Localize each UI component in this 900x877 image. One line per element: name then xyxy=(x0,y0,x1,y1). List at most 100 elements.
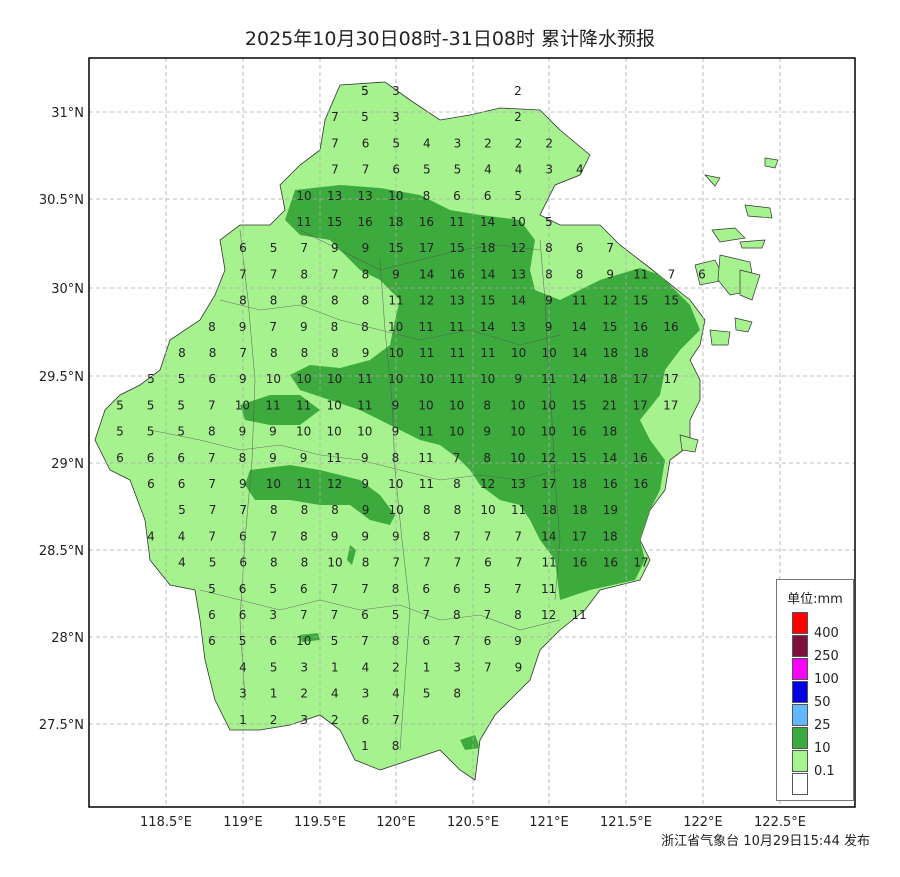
grid-value: 12 xyxy=(419,294,434,308)
grid-value: 6 xyxy=(484,556,492,570)
lon-tick: 121°E xyxy=(529,815,569,830)
grid-value: 5 xyxy=(239,634,247,648)
grid-value: 10 xyxy=(389,503,404,517)
grid-value: 8 xyxy=(300,529,308,543)
grid-value: 8 xyxy=(270,346,278,360)
grid-value: 7 xyxy=(606,241,614,255)
grid-value: 5 xyxy=(361,84,369,98)
grid-value: 17 xyxy=(633,398,648,412)
grid-value: 9 xyxy=(331,529,339,543)
grid-value: 17 xyxy=(541,477,556,491)
grid-value: 6 xyxy=(239,241,247,255)
grid-value: 14 xyxy=(480,215,495,229)
grid-value: 4 xyxy=(239,660,247,674)
grid-value: 4 xyxy=(423,136,431,150)
grid-value: 7 xyxy=(454,556,462,570)
lat-tick: 29°N xyxy=(51,457,84,472)
grid-value: 6 xyxy=(177,451,185,465)
grid-value: 4 xyxy=(147,529,155,543)
grid-value: 8 xyxy=(178,346,186,360)
grid-value: 9 xyxy=(606,267,614,281)
grid-value: 7 xyxy=(300,608,308,622)
grid-value: 5 xyxy=(361,110,369,124)
grid-value: 7 xyxy=(331,136,339,150)
grid-value: 8 xyxy=(545,241,553,255)
grid-value: 10 xyxy=(296,189,311,203)
lat-tick: 27.5°N xyxy=(39,718,84,733)
grid-value: 8 xyxy=(331,294,339,308)
grid-value: 6 xyxy=(147,451,155,465)
grid-value: 6 xyxy=(362,136,370,150)
grid-value: 5 xyxy=(270,241,278,255)
grid-value: 10 xyxy=(296,634,311,648)
lon-tick-labels: 118.5°E 119°E 119.5°E 120°E 120.5°E 121°… xyxy=(140,815,806,830)
grid-value: 3 xyxy=(300,713,308,727)
grid-value: 7 xyxy=(515,556,523,570)
grid-value: 14 xyxy=(480,267,495,281)
grid-value: 6 xyxy=(239,529,247,543)
grid-value: 5 xyxy=(209,556,217,570)
grid-value: 14 xyxy=(572,372,587,386)
grid-value: 6 xyxy=(239,582,247,596)
grid-value: 10 xyxy=(419,372,434,386)
grid-value: 6 xyxy=(208,608,216,622)
grid-value: 11 xyxy=(388,294,403,308)
grid-value: 7 xyxy=(423,556,431,570)
lon-tick: 121.5°E xyxy=(600,815,652,830)
grid-value: 9 xyxy=(392,398,400,412)
grid-value: 17 xyxy=(633,556,648,570)
grid-value: 6 xyxy=(576,241,584,255)
grid-value: 18 xyxy=(633,346,648,360)
grid-value: 11 xyxy=(572,608,587,622)
lon-tick: 120.5°E xyxy=(447,815,499,830)
grid-value: 9 xyxy=(331,241,339,255)
lon-tick: 118.5°E xyxy=(140,815,192,830)
grid-value: 9 xyxy=(239,425,247,439)
grid-value: 12 xyxy=(541,608,556,622)
grid-value: 11 xyxy=(480,346,495,360)
grid-value: 9 xyxy=(392,425,400,439)
grid-value: 9 xyxy=(239,320,247,334)
grid-value: 8 xyxy=(270,503,278,517)
grid-value: 2 xyxy=(545,136,553,150)
legend-label: 10 xyxy=(814,741,831,756)
grid-value: 6 xyxy=(269,634,277,648)
grid-value: 6 xyxy=(300,582,308,596)
grid-value: 4 xyxy=(515,163,523,177)
grid-value: 2 xyxy=(514,84,522,98)
grid-value: 8 xyxy=(453,687,461,701)
grid-value: 18 xyxy=(572,503,587,517)
grid-values: 55 3 27 5 3 27 6 5 4 3 2 2 27 7 6 5 5 4 4 3 410 13 13 10 8 6 6 511 1… xyxy=(116,84,706,753)
grid-value: 7 xyxy=(331,582,339,596)
grid-value: 16 xyxy=(571,425,586,439)
grid-value: 5 xyxy=(116,425,124,439)
grid-value: 14 xyxy=(572,346,587,360)
grid-value: 5 xyxy=(545,215,553,229)
grid-value: 10 xyxy=(449,425,464,439)
grid-value: 8 xyxy=(576,267,584,281)
grid-value: 8 xyxy=(331,346,339,360)
grid-value: 18 xyxy=(603,346,618,360)
grid-value: 11 xyxy=(296,215,311,229)
grid-value: 9 xyxy=(239,372,247,386)
grid-value: 8 xyxy=(362,556,370,570)
grid-value: 10 xyxy=(388,320,403,334)
grid-value: 10 xyxy=(510,425,525,439)
grid-value: 3 xyxy=(392,110,400,124)
grid-value: 10 xyxy=(388,189,403,203)
grid-value: 7 xyxy=(361,582,369,596)
grid-value: 7 xyxy=(269,320,277,334)
grid-value: 15 xyxy=(571,398,586,412)
grid-value: 16 xyxy=(633,477,648,491)
grid-value: 10 xyxy=(510,398,525,412)
grid-value: 8 xyxy=(423,503,431,517)
grid-value: 10 xyxy=(266,477,281,491)
grid-value: 4 xyxy=(178,556,186,570)
grid-value: 8 xyxy=(300,267,308,281)
grid-value: 11 xyxy=(449,215,464,229)
grid-value: 9 xyxy=(361,451,369,465)
map-frame xyxy=(88,57,856,808)
grid-value: 9 xyxy=(300,451,308,465)
grid-value: 7 xyxy=(208,398,216,412)
